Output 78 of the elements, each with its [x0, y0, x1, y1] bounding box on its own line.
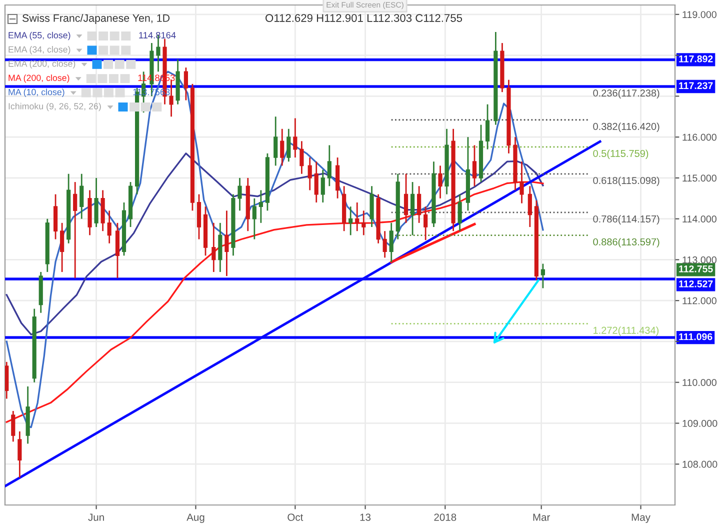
candlestick: [293, 118, 298, 158]
annotation: O112.629 H112.901 L112.303 C112.755: [266, 14, 462, 22]
annotation: 0.618(115.098): [593, 176, 660, 186]
x-tick-label: May: [632, 514, 650, 523]
y-tick-label: 114.000: [682, 216, 716, 222]
candlestick: [169, 79, 174, 118]
annotation: 0.786(114.157): [593, 215, 660, 224]
line-series: [6, 152, 544, 336]
line-series: [6, 70, 544, 428]
x-tick-label: Aug: [186, 514, 204, 523]
text: Swiss Franc/Japanese Yen, 1D: [22, 14, 170, 24]
candlestick: [348, 206, 353, 236]
candlestick: [389, 222, 394, 263]
candlestick: [314, 160, 318, 204]
candlestick: [11, 410, 16, 442]
annotation: EMA (34, close): [8, 46, 70, 54]
x-tick-label: Oct: [288, 514, 304, 521]
candlestick: [417, 185, 422, 224]
candlestick: [327, 144, 332, 187]
candlestick: [60, 222, 64, 273]
candlestick: [410, 181, 415, 236]
candlestick: [362, 210, 366, 236]
candlestick: [258, 190, 263, 224]
annotation: 114.8164: [139, 32, 176, 38]
candlestick: [404, 173, 408, 224]
line-series: [6, 181, 544, 423]
y-tick-label: 112.000: [682, 297, 716, 304]
candlestick: [520, 160, 524, 204]
annotation: 0.5(115.759): [593, 150, 648, 159]
text: EMA (55, close): [8, 32, 70, 40]
annotation: EMA (200, close): [8, 60, 76, 69]
candlestick: [320, 169, 325, 204]
text: 112.755: [679, 265, 713, 272]
y-tick-label: 108.000: [682, 460, 718, 468]
annotation: 1.272(111.434): [594, 326, 659, 336]
candlestick: [80, 173, 84, 220]
text: MA (10, close): [8, 88, 64, 97]
candlestick: [382, 230, 387, 258]
annotation: 0.236(117.238): [593, 89, 660, 99]
x-tick-label: Jun: [88, 514, 104, 521]
ref-line-label: 117.237: [679, 82, 713, 90]
y-tick-label: 110.000: [682, 379, 716, 386]
ref-line-label: 117.892: [679, 55, 713, 62]
candlestick: [424, 206, 428, 241]
y-tick-label: 116.000: [682, 134, 716, 141]
x-tick-label: 2018: [434, 514, 456, 521]
candlestick: [528, 185, 532, 228]
candlestick: [238, 177, 242, 212]
candlestick: [107, 210, 112, 244]
candlestick: [280, 128, 284, 166]
y-tick-label: 109.000: [682, 420, 718, 427]
candlestick: [212, 222, 216, 273]
candlestick: [252, 198, 256, 240]
candlestick: [73, 181, 78, 279]
ref-line-label: 112.527: [679, 280, 713, 288]
candlestick: [274, 116, 278, 166]
candlestick: [438, 164, 442, 200]
y-tick-label: 113.000: [682, 256, 716, 264]
annotation: Ichimoku (9, 26, 52, 26): [8, 102, 101, 112]
candlestick: [308, 156, 312, 191]
ref-line-label: 111.096: [679, 333, 712, 340]
x-tick-label: 13: [360, 514, 371, 521]
y-tick-label: 119.000: [682, 11, 716, 18]
candlestick: [286, 128, 291, 162]
x-tick-label: Mar: [533, 514, 550, 521]
annotation: 0.382(116.420): [593, 122, 660, 132]
candlestick: [472, 144, 477, 187]
y-tick-label: 115.000: [682, 174, 716, 182]
candlestick: [540, 263, 546, 289]
candlestick: [355, 202, 360, 232]
candlestick: [184, 66, 188, 101]
text: MA (200, close): [8, 74, 70, 83]
annotation: 0.886(113.597): [593, 238, 660, 248]
candlestick: [224, 210, 229, 277]
candlestick: [485, 104, 490, 150]
candlestick: [18, 430, 22, 478]
candlestick: [300, 140, 304, 175]
candlestick: [458, 194, 462, 232]
